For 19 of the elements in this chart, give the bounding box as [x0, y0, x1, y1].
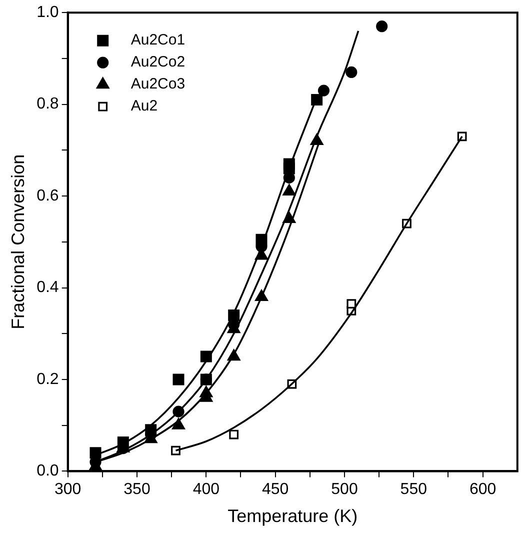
legend-label: Au2Co3: [130, 76, 186, 93]
x-tick-label: 350: [124, 481, 150, 498]
legend-label: Au2Co1: [130, 32, 186, 49]
y-tick-label: 0.2: [36, 370, 59, 388]
x-tick-label: 400: [192, 481, 220, 498]
x-tick-label: 600: [469, 481, 496, 498]
y-tick-label: 0.6: [36, 187, 59, 204]
x-tick-label: 450: [262, 481, 289, 498]
y-tick-label: 0.4: [36, 279, 59, 296]
x-tick-label: 500: [331, 481, 358, 498]
y-axis-title: Fractional Conversion: [8, 154, 28, 330]
legend-label: Au2Co2: [130, 54, 186, 71]
y-tick-label: 1.0: [36, 4, 59, 22]
y-tick-label: 0.8: [36, 96, 59, 113]
x-axis-title: Temperature (K): [228, 506, 358, 526]
x-tick-label: 300: [54, 481, 82, 498]
x-tick-label: 550: [400, 481, 428, 498]
y-tick-label: 0.0: [36, 462, 59, 480]
legend-label: Au2: [130, 98, 158, 115]
